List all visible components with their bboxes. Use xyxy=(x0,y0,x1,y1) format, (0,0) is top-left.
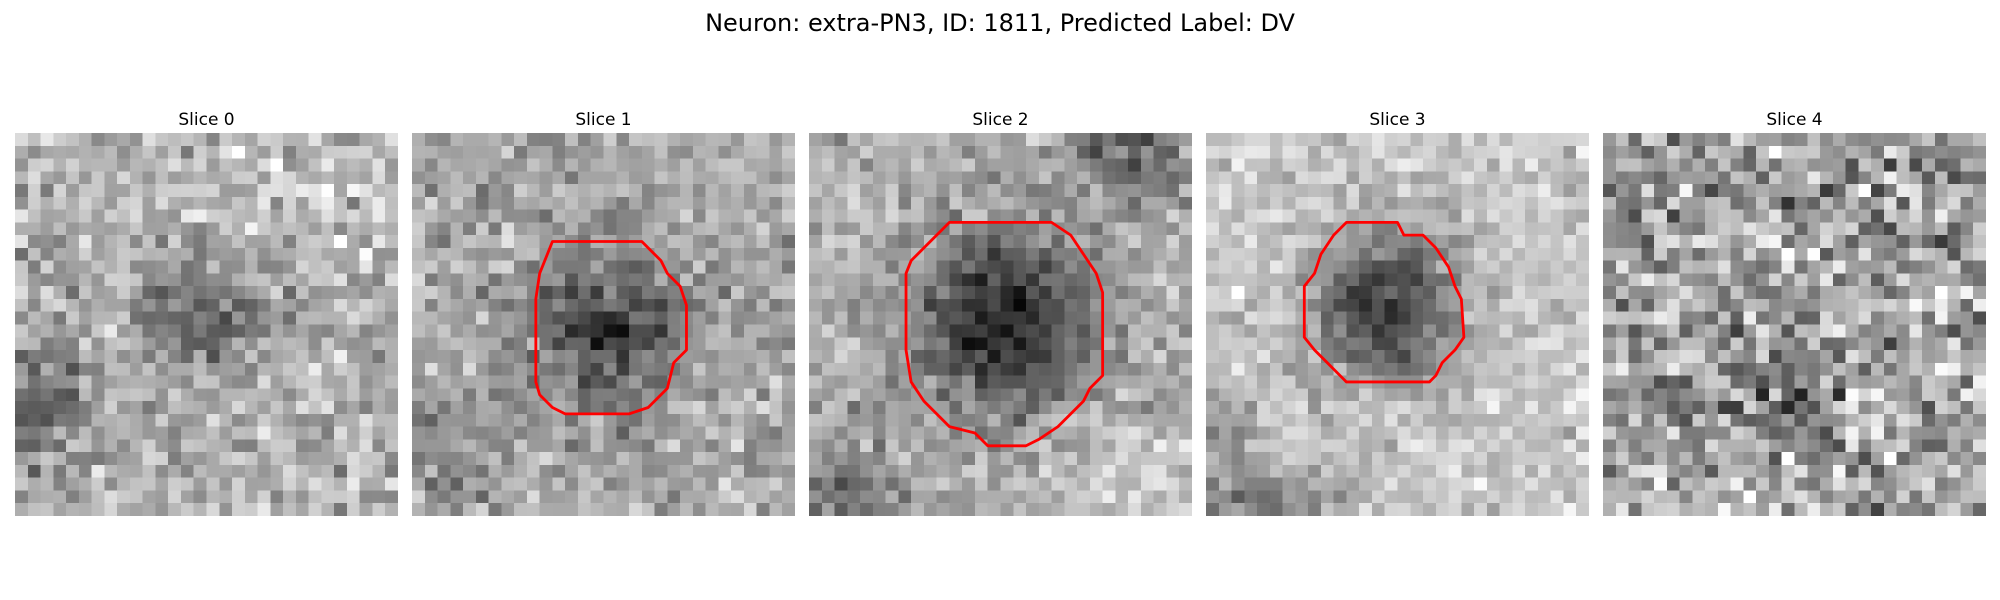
panel-slice-1: Slice 1 xyxy=(412,108,795,516)
pixel-grid xyxy=(1603,133,1986,516)
panel-title: Slice 1 xyxy=(575,110,632,130)
panel-slice-4: Slice 4 xyxy=(1603,108,1986,516)
panel-title: Slice 3 xyxy=(1369,110,1426,130)
panel-slice-3: Slice 3 xyxy=(1206,108,1589,516)
segmentation-contour xyxy=(1302,220,1466,384)
panel-title: Slice 4 xyxy=(1766,110,1823,130)
panel-slice-2: Slice 2 xyxy=(809,108,1192,516)
panel-slice-0: Slice 0 xyxy=(15,108,398,516)
slice-image xyxy=(412,133,795,516)
panel-title: Slice 2 xyxy=(972,110,1029,130)
segmentation-contour xyxy=(534,240,688,416)
pixel-grid xyxy=(809,133,1192,516)
pixel-grid xyxy=(15,133,398,516)
slice-image xyxy=(809,133,1192,516)
slice-image xyxy=(1603,133,1986,516)
slice-image xyxy=(15,133,398,516)
panel-title: Slice 0 xyxy=(178,110,235,130)
pixel-grid xyxy=(1206,133,1589,516)
slice-image xyxy=(1206,133,1589,516)
figure-title: Neuron: extra-PN3, ID: 1811, Predicted L… xyxy=(705,9,1295,37)
segmentation-contour xyxy=(904,220,1105,448)
pixel-grid xyxy=(412,133,795,516)
